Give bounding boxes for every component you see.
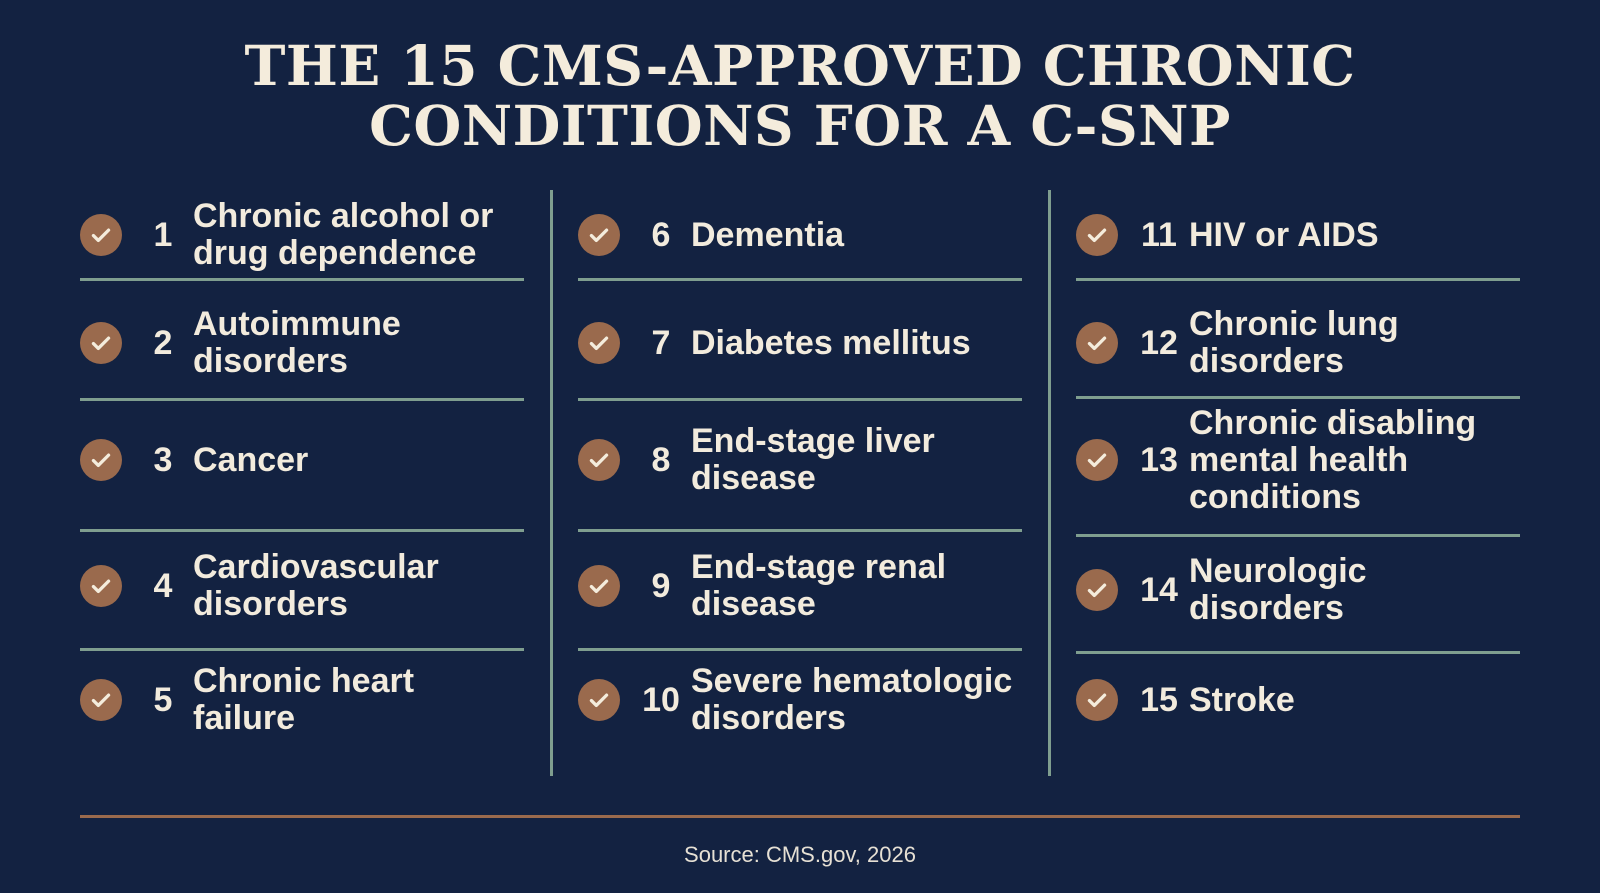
condition-number: 3 xyxy=(153,440,173,479)
condition-label: Diabetes mellitus xyxy=(691,323,971,362)
condition-number: 11 xyxy=(1141,215,1177,254)
condition-number: 10 xyxy=(642,680,680,719)
check-icon xyxy=(578,322,620,364)
condition-label: Chronic disabling mental health conditio… xyxy=(1189,403,1477,516)
list-item: 10 Severe hematologic disorders xyxy=(578,655,1022,745)
conditions-column-1: 1 Chronic alcohol or drug dependence 2 A… xyxy=(80,190,524,776)
condition-label: Autoimmune disorders xyxy=(193,305,401,380)
check-icon xyxy=(80,214,122,256)
check-icon xyxy=(1076,569,1118,611)
list-item: 11 HIV or AIDS xyxy=(1076,190,1520,280)
list-item: 14 Neurologic disorders xyxy=(1076,545,1520,635)
row-divider xyxy=(1076,651,1520,654)
source-note: Source: CMS.gov, 2026 xyxy=(684,842,916,867)
row-divider xyxy=(578,398,1022,401)
condition-number: 4 xyxy=(153,566,173,605)
list-item: 4 Cardiovascular disorders xyxy=(80,541,524,631)
conditions-column-2: 6 Dementia 7 Diabetes mellitus 8 End-sta… xyxy=(578,190,1022,776)
list-item: 7 Diabetes mellitus xyxy=(578,298,1022,388)
condition-label: Chronic lung disorders xyxy=(1189,305,1399,380)
condition-number: 12 xyxy=(1140,323,1178,362)
row-divider xyxy=(80,278,524,281)
row-divider xyxy=(578,648,1022,651)
condition-label: Chronic alcohol or drug dependence xyxy=(193,197,494,272)
conditions-grid: 1 Chronic alcohol or drug dependence 2 A… xyxy=(80,190,1520,776)
row-divider xyxy=(80,529,524,532)
check-icon xyxy=(80,679,122,721)
condition-label: Severe hematologic disorders xyxy=(691,662,1013,737)
row-divider xyxy=(578,529,1022,532)
check-icon xyxy=(80,322,122,364)
list-item: 8 End-stage liver disease xyxy=(578,415,1022,505)
condition-number: 14 xyxy=(1140,570,1178,609)
check-icon xyxy=(1076,439,1118,481)
condition-number: 5 xyxy=(153,680,173,719)
footer-divider xyxy=(80,815,1520,818)
check-icon xyxy=(80,439,122,481)
condition-label: Cancer xyxy=(193,440,309,479)
condition-label: Stroke xyxy=(1189,680,1295,719)
condition-number: 13 xyxy=(1140,440,1178,479)
row-divider xyxy=(1076,534,1520,537)
check-icon xyxy=(578,439,620,481)
check-icon xyxy=(1076,214,1118,256)
column-divider xyxy=(550,190,553,776)
condition-label: Dementia xyxy=(691,215,845,254)
condition-label: End-stage renal disease xyxy=(691,548,947,623)
list-item: 2 Autoimmune disorders xyxy=(80,298,524,388)
check-icon xyxy=(1076,679,1118,721)
condition-number: 8 xyxy=(651,440,671,479)
condition-number: 1 xyxy=(153,215,173,254)
check-icon xyxy=(578,679,620,721)
check-icon xyxy=(1076,322,1118,364)
row-divider xyxy=(1076,396,1520,399)
list-item: 9 End-stage renal disease xyxy=(578,541,1022,631)
row-divider xyxy=(1076,278,1520,281)
condition-number: 6 xyxy=(651,215,671,254)
check-icon xyxy=(578,214,620,256)
row-divider xyxy=(80,398,524,401)
condition-label: Neurologic disorders xyxy=(1189,552,1367,627)
condition-label: Chronic heart failure xyxy=(193,662,415,737)
title-line-1: THE 15 CMS-APPROVED CHRONIC xyxy=(244,33,1356,98)
condition-label: End-stage liver disease xyxy=(691,422,935,497)
check-icon xyxy=(578,565,620,607)
condition-number: 2 xyxy=(153,323,173,362)
list-item: 3 Cancer xyxy=(80,415,524,505)
column-divider xyxy=(1048,190,1051,776)
check-icon xyxy=(80,565,122,607)
conditions-column-3: 11 HIV or AIDS 12 Chronic lung disorders… xyxy=(1076,190,1520,776)
condition-number: 9 xyxy=(651,566,671,605)
list-item: 15 Stroke xyxy=(1076,655,1520,745)
row-divider xyxy=(80,648,524,651)
title-line-2: CONDITIONS FOR A C-SNP xyxy=(369,93,1231,158)
row-divider xyxy=(578,278,1022,281)
list-item: 6 Dementia xyxy=(578,190,1022,280)
list-item: 12 Chronic lung disorders xyxy=(1076,298,1520,388)
list-item: 5 Chronic heart failure xyxy=(80,655,524,745)
condition-label: Cardiovascular disorders xyxy=(193,548,439,623)
condition-number: 15 xyxy=(1140,680,1178,719)
condition-label: HIV or AIDS xyxy=(1189,215,1379,254)
page-title: THE 15 CMS-APPROVED CHRONIC CONDITIONS F… xyxy=(0,36,1600,156)
list-item: 13 Chronic disabling mental health condi… xyxy=(1076,403,1520,516)
list-item: 1 Chronic alcohol or drug dependence xyxy=(80,190,524,280)
condition-number: 7 xyxy=(651,323,671,362)
